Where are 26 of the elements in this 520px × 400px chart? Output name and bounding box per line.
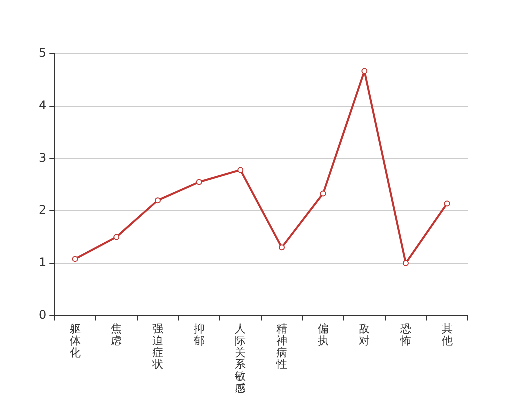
y-tick-label: 5 [38, 46, 47, 60]
y-tick-label: 0 [38, 308, 47, 322]
x-tick-label: 其他 [442, 322, 453, 348]
x-tick-label: 敌对 [359, 322, 370, 348]
y-tick-label: 4 [38, 98, 47, 112]
point [278, 244, 285, 251]
x-tick-label: 强迫症状 [151, 322, 164, 372]
point [362, 68, 368, 74]
x-tick-label: 焦虑 [111, 322, 122, 348]
point [154, 198, 161, 204]
point [444, 200, 450, 207]
y-tick-label: 2 [38, 203, 47, 218]
point [238, 167, 244, 174]
x-tick-label: 抑郁 [194, 322, 205, 348]
x-tick-label: 恐怖 [399, 322, 412, 348]
y-tick-label: 3 [38, 150, 47, 165]
x-tick-label: 躯体化 [70, 322, 81, 360]
point [320, 190, 326, 197]
x-tick-label: 偏执 [318, 322, 329, 348]
point [402, 260, 409, 266]
point [114, 234, 120, 240]
point [196, 179, 202, 186]
x-tick-label: 精神病性 [275, 322, 288, 372]
x-tick-label: 人际关系敏感 [235, 322, 246, 395]
point [72, 256, 78, 262]
y-tick-label: 1 [38, 256, 47, 270]
